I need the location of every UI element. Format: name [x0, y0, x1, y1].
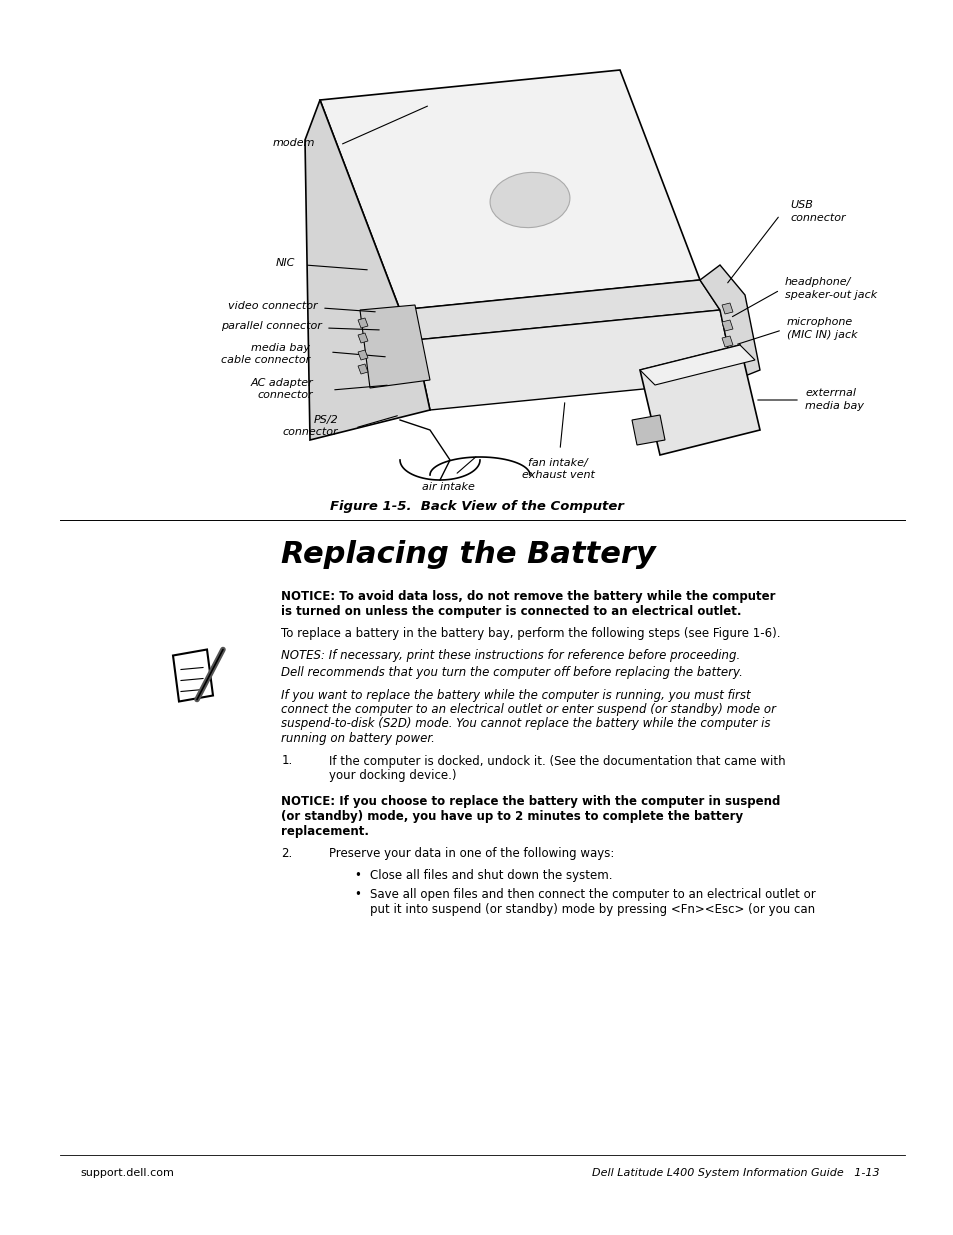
- Polygon shape: [721, 320, 732, 331]
- Text: NOTES: If necessary, print these instructions for reference before proceeding.: NOTES: If necessary, print these instruc…: [281, 650, 740, 662]
- Text: NOTICE: If you choose to replace the battery with the computer in suspend: NOTICE: If you choose to replace the bat…: [281, 795, 780, 809]
- Polygon shape: [357, 350, 368, 359]
- Text: Close all files and shut down the system.: Close all files and shut down the system…: [370, 869, 612, 883]
- Text: To replace a battery in the battery bay, perform the following steps (see Figure: To replace a battery in the battery bay,…: [281, 627, 781, 640]
- Text: media bay: media bay: [251, 343, 310, 353]
- Text: connect the computer to an electrical outlet or enter suspend (or standby) mode : connect the computer to an electrical ou…: [281, 703, 776, 716]
- Text: Preserve your data in one of the following ways:: Preserve your data in one of the followi…: [329, 847, 614, 860]
- Polygon shape: [172, 650, 213, 701]
- Text: media bay: media bay: [804, 401, 863, 411]
- Text: speaker-out jack: speaker-out jack: [784, 290, 877, 300]
- Text: Save all open files and then connect the computer to an electrical outlet or: Save all open files and then connect the…: [370, 888, 815, 902]
- Polygon shape: [357, 317, 368, 329]
- Text: •: •: [354, 888, 361, 902]
- Text: microphone: microphone: [786, 317, 852, 327]
- Text: AC adapter: AC adapter: [250, 378, 313, 388]
- Text: headphone/: headphone/: [784, 277, 850, 287]
- Text: PS/2: PS/2: [313, 415, 337, 425]
- Ellipse shape: [490, 173, 569, 227]
- Polygon shape: [639, 345, 760, 454]
- Text: exterrnal: exterrnal: [804, 388, 855, 398]
- Text: connector: connector: [257, 390, 313, 400]
- Text: Replacing the Battery: Replacing the Battery: [281, 540, 656, 569]
- Text: parallel connector: parallel connector: [221, 321, 322, 331]
- Polygon shape: [319, 70, 700, 310]
- Text: NIC: NIC: [275, 258, 294, 268]
- Text: If the computer is docked, undock it. (See the documentation that came with: If the computer is docked, undock it. (S…: [329, 755, 785, 767]
- Text: cable connector: cable connector: [220, 354, 310, 366]
- Text: connector: connector: [282, 427, 337, 437]
- Text: support.dell.com: support.dell.com: [80, 1168, 173, 1178]
- Text: (MIC IN) jack: (MIC IN) jack: [786, 330, 857, 340]
- Polygon shape: [357, 364, 368, 374]
- Text: fan intake/: fan intake/: [528, 458, 587, 468]
- Text: If you want to replace the battery while the computer is running, you must first: If you want to replace the battery while…: [281, 688, 750, 701]
- Text: 2.: 2.: [281, 847, 293, 860]
- Text: suspend-to-disk (S2D) mode. You cannot replace the battery while the computer is: suspend-to-disk (S2D) mode. You cannot r…: [281, 718, 770, 730]
- Text: NOTICE: To avoid data loss, do not remove the battery while the computer: NOTICE: To avoid data loss, do not remov…: [281, 590, 775, 603]
- Polygon shape: [721, 336, 732, 347]
- Text: connector: connector: [789, 212, 844, 224]
- Polygon shape: [357, 333, 368, 343]
- Text: (or standby) mode, you have up to 2 minutes to complete the battery: (or standby) mode, you have up to 2 minu…: [281, 810, 742, 823]
- Text: Dell recommends that you turn the computer off before replacing the battery.: Dell recommends that you turn the comput…: [281, 666, 742, 679]
- Polygon shape: [415, 310, 734, 410]
- Text: Dell Latitude L400 System Information Guide   1-13: Dell Latitude L400 System Information Gu…: [592, 1168, 879, 1178]
- Text: modem: modem: [273, 138, 314, 148]
- Text: air intake: air intake: [421, 482, 474, 492]
- Text: running on battery power.: running on battery power.: [281, 732, 435, 745]
- Text: USB: USB: [789, 200, 812, 210]
- Text: 1.: 1.: [281, 755, 293, 767]
- Polygon shape: [359, 305, 430, 388]
- Text: is turned on unless the computer is connected to an electrical outlet.: is turned on unless the computer is conn…: [281, 604, 741, 618]
- Polygon shape: [639, 345, 754, 385]
- Polygon shape: [399, 280, 720, 340]
- Polygon shape: [631, 415, 664, 445]
- Text: exhaust vent: exhaust vent: [521, 471, 594, 480]
- Polygon shape: [721, 303, 732, 314]
- Text: replacement.: replacement.: [281, 825, 369, 837]
- Polygon shape: [305, 100, 430, 440]
- Text: •: •: [354, 869, 361, 883]
- Text: your docking device.): your docking device.): [329, 769, 456, 782]
- Text: video connector: video connector: [228, 301, 317, 311]
- Text: put it into suspend (or standby) mode by pressing <Fn><Esc> (or you can: put it into suspend (or standby) mode by…: [370, 903, 814, 915]
- Text: Figure 1-5.  Back View of the Computer: Figure 1-5. Back View of the Computer: [330, 500, 623, 513]
- Polygon shape: [700, 266, 760, 380]
